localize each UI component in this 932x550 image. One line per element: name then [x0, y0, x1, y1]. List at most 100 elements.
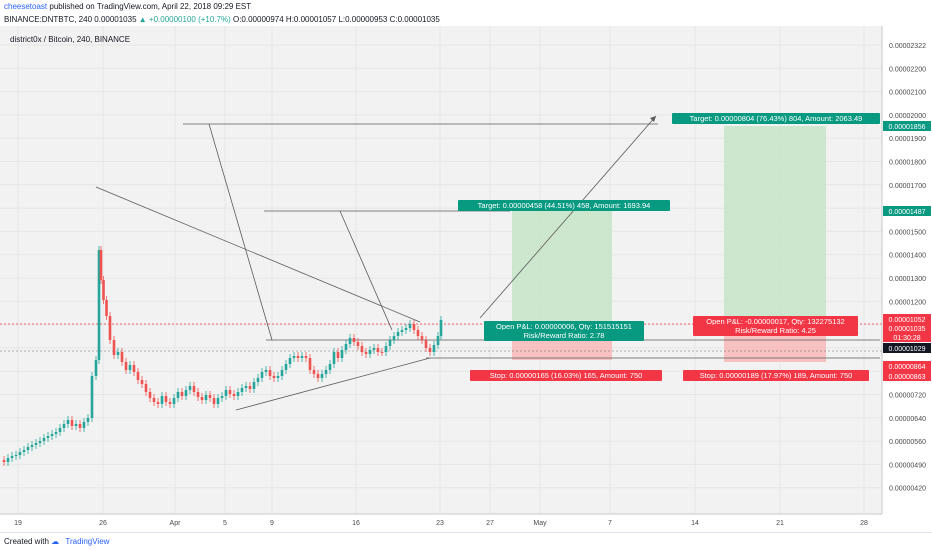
- candle-body: [416, 330, 420, 336]
- candle-body: [58, 428, 62, 432]
- candle-body: [352, 338, 356, 342]
- x-tick-label: 28: [860, 520, 868, 527]
- candle-body: [256, 378, 260, 382]
- candle-body: [320, 374, 324, 378]
- candle-body: [120, 352, 124, 362]
- candle-body: [54, 432, 58, 434]
- candle-body: [128, 365, 132, 370]
- y-tick-label: 0.00000720: [889, 393, 926, 400]
- pnl-label-2: Open P&L: -0.00000017, Qty: 132275132: [706, 317, 844, 326]
- candle-body: [99, 250, 103, 280]
- x-tick-label: 21: [776, 520, 784, 527]
- candle-body: [112, 340, 116, 355]
- candle-body: [412, 324, 416, 330]
- candle-body: [132, 365, 136, 372]
- candle-body: [124, 362, 128, 370]
- pnl-label-1: Open P&L: 0.00000006, Qty: 151515151: [496, 322, 632, 331]
- candle-body: [336, 352, 340, 358]
- y-tick-label: 0.00002200: [889, 66, 926, 73]
- stop-label-2-bg: [683, 370, 869, 381]
- candle-body: [160, 396, 164, 404]
- candle-body: [108, 316, 112, 340]
- price-tag: [883, 314, 931, 324]
- target-label-2-bg: [672, 113, 880, 124]
- candle-body: [192, 386, 196, 392]
- candle-body: [94, 360, 98, 376]
- candle-body: [280, 370, 284, 376]
- candle-body: [360, 346, 364, 352]
- pnl-label-2-bg: [693, 316, 858, 327]
- x-tick-label: 16: [352, 520, 360, 527]
- candle-body: [14, 455, 18, 456]
- candle-body: [396, 332, 400, 336]
- candle-body: [42, 438, 46, 441]
- candle-body: [392, 336, 396, 340]
- time-axis[interactable]: [0, 514, 882, 532]
- candle-body: [50, 434, 54, 436]
- candle-body: [240, 388, 244, 392]
- y-tick-label: 0.00001300: [889, 276, 926, 283]
- trend-line: [235, 357, 431, 411]
- candle-body: [86, 418, 90, 422]
- candle-body: [432, 345, 436, 352]
- candle-body: [316, 374, 320, 378]
- price-tag-label: 0.00001052: [889, 317, 926, 324]
- candle-body: [268, 370, 272, 376]
- brand-link[interactable]: TradingView: [65, 537, 110, 546]
- y-tick-label: 0.00002100: [889, 90, 926, 97]
- stop-label-1: Stop: 0.00000165 (16.03%) 165, Amount: 7…: [490, 371, 643, 380]
- candle-body: [324, 370, 328, 374]
- candle-body: [332, 352, 336, 364]
- candle-body: [184, 390, 188, 396]
- candle-body: [176, 392, 180, 398]
- price-tag: [883, 361, 931, 371]
- y-tick-label: 0.00000420: [889, 486, 926, 493]
- candle-body: [82, 422, 86, 428]
- target-label-2: Target: 0.00000804 (76.43%) 804, Amount:…: [690, 114, 863, 123]
- rr-label-1: Risk/Reward Ratio: 2.78: [524, 331, 605, 340]
- x-tick-label: 19: [14, 520, 22, 527]
- symbol-label: BINANCE:DNTBTC, 240: [4, 15, 93, 24]
- candle-body: [208, 395, 212, 398]
- candle-body: [272, 376, 276, 378]
- candle-body: [388, 340, 392, 346]
- footer: Created with ☁ TradingView: [0, 532, 932, 550]
- x-tick-label: 14: [691, 520, 699, 527]
- y-tick-label: 0.00001900: [889, 136, 926, 143]
- publish-info: cheesetoast published on TradingView.com…: [4, 2, 928, 12]
- tradingview-logo-icon: ☁: [51, 537, 60, 546]
- candle-body: [140, 380, 144, 384]
- x-tick-label: 5: [223, 520, 227, 527]
- target-label-1-bg: [458, 200, 670, 211]
- candle-body: [148, 392, 152, 398]
- price-axis[interactable]: [882, 26, 932, 514]
- price-tag-label: 0.00001035: [889, 326, 926, 333]
- price-tag-label: 0.00001856: [889, 124, 926, 131]
- candle-body: [276, 376, 280, 378]
- candle-body: [200, 397, 204, 400]
- trend-line: [479, 115, 657, 319]
- y-tick-label: 0.00001800: [889, 160, 926, 167]
- target-zone: [512, 211, 612, 324]
- candle-body: [384, 346, 388, 352]
- x-tick-label: 23: [436, 520, 444, 527]
- candle-body: [38, 441, 42, 443]
- candle-body: [62, 424, 66, 428]
- candle-body: [164, 396, 168, 402]
- y-tick-label: 0.00000560: [889, 439, 926, 446]
- stop-label-2: Stop: 0.00000189 (17.97%) 189, Amount: 7…: [700, 371, 853, 380]
- target-zone: [724, 126, 826, 324]
- candle-body: [368, 350, 372, 354]
- price-tag: [883, 371, 931, 381]
- arrow-head: [650, 116, 656, 122]
- trend-line: [339, 210, 393, 331]
- author-link[interactable]: cheesetoast: [4, 2, 48, 11]
- candle-body: [66, 420, 70, 424]
- candle-body: [408, 324, 412, 328]
- ohlc-row: BINANCE:DNTBTC, 240 0.00001035 ▲ +0.0000…: [4, 15, 928, 25]
- candle-body: [328, 364, 332, 370]
- candle-body: [90, 376, 94, 418]
- price-tag-label: 0.00000863: [889, 374, 926, 381]
- y-tick-label: 0.00002000: [889, 113, 926, 120]
